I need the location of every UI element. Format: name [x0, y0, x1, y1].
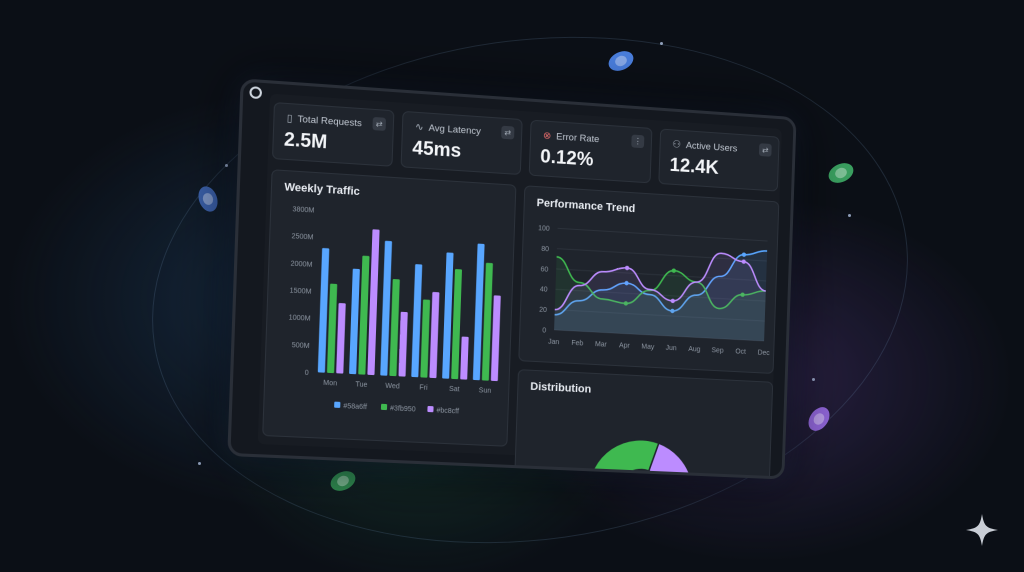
kpi-card-total-requests[interactable]: ▯ Total Requests 2.5M ⇄ [271, 102, 395, 167]
star-dot [812, 378, 815, 381]
y-tick-label: 80 [541, 246, 549, 253]
y-tick-label: 0 [542, 327, 546, 334]
bar [326, 283, 338, 374]
distribution-chart [515, 370, 774, 480]
kpi-card-error-rate[interactable]: ⊗ Error Rate 0.12% ⋮ [528, 119, 653, 184]
sparkle-icon [966, 514, 998, 546]
y-tick-label: 2000M [290, 260, 312, 268]
performance-trend-panel: Performance Trend 100 80 60 40 20 0 Jan Feb Mar A… [518, 185, 780, 374]
y-tick-label: 2500M [291, 233, 313, 241]
x-tick-label: Jun [666, 345, 677, 352]
legend-label: #58a6ff [343, 403, 367, 411]
bar [451, 269, 463, 380]
weekly-traffic-chart: 3800M 2500M 2000M 1500M 1000M 500M 0 Mon Tue Wed F… [289, 206, 501, 415]
x-tick-label: Fri [419, 384, 428, 391]
legend-label: #3fb950 [390, 405, 416, 413]
bar [367, 229, 380, 376]
kpi-value: 12.4K [669, 154, 720, 179]
y-tick-label: 1000M [289, 315, 311, 323]
y-tick-label: 1500M [289, 288, 311, 296]
legend-swatch [380, 403, 388, 411]
x-tick-label: Jan [548, 339, 559, 347]
star-dot [198, 462, 201, 465]
bar [336, 303, 346, 374]
weekly-traffic-panel: Weekly Traffic 3800M 2500M 2000M 1500M 1000M… [262, 169, 517, 447]
y-tick-label: 500M [292, 342, 310, 350]
tablet-device: ▯ Total Requests 2.5M ⇄ ∿ Avg Latency 45ms… [227, 78, 797, 480]
logo-icon [249, 86, 263, 100]
kpi-title: Error Rate [556, 131, 600, 146]
distribution-panel: Distribution [514, 369, 774, 480]
bar [489, 294, 501, 381]
kpi-card-avg-latency[interactable]: ∿ Avg Latency 45ms ⇄ [400, 110, 523, 176]
swap-icon[interactable]: ⇄ [501, 125, 515, 140]
bar [389, 278, 400, 377]
x-tick-label: Tue [355, 381, 367, 389]
bar [317, 247, 330, 373]
users-icon: ⚇ [672, 139, 682, 151]
kpi-value: 0.12% [539, 146, 594, 171]
x-tick-label: Mar [595, 341, 608, 349]
series-area [554, 256, 767, 342]
gridline [558, 228, 768, 241]
kpi-value: 45ms [411, 137, 462, 163]
bar [481, 262, 493, 381]
dashboard-screen: ▯ Total Requests 2.5M ⇄ ∿ Avg Latency 45ms… [257, 93, 782, 480]
file-icon: ▯ [286, 113, 293, 125]
bar [429, 291, 440, 379]
kpi-value: 2.5M [283, 129, 328, 154]
series-area [554, 238, 768, 342]
swap-icon[interactable]: ⇄ [758, 143, 772, 157]
error-circle-icon: ⊗ [542, 130, 552, 143]
x-tick-label: Mon [323, 380, 337, 388]
pulse-icon: ∿ [414, 121, 424, 134]
bar [349, 268, 360, 375]
x-tick-label: Feb [571, 340, 583, 348]
x-tick-label: Dec [758, 350, 771, 357]
x-tick-label: Wed [385, 383, 400, 391]
y-tick-label: 20 [539, 307, 547, 314]
y-tick-label: 40 [540, 286, 548, 293]
pie-slice [588, 437, 659, 480]
series-area [554, 243, 767, 342]
bar [398, 311, 408, 377]
y-tick-label: 0 [305, 370, 309, 377]
legend-swatch [427, 405, 434, 413]
bar [420, 299, 431, 378]
legend-swatch [334, 401, 341, 408]
y-tick-label: 3800M [292, 206, 314, 214]
x-tick-label: Sun [479, 387, 492, 395]
x-tick-label: Sep [711, 347, 723, 354]
bar [411, 264, 423, 378]
more-icon[interactable]: ⋮ [631, 134, 645, 149]
star-dot [848, 214, 851, 217]
star-dot [225, 164, 228, 167]
star-dot [660, 42, 663, 45]
kpi-title: Total Requests [297, 113, 362, 130]
kpi-title: Active Users [685, 140, 738, 155]
x-tick-label: Oct [735, 348, 746, 355]
y-tick-label: 100 [538, 225, 550, 233]
x-tick-label: Apr [619, 342, 631, 349]
swap-icon[interactable]: ⇄ [372, 116, 387, 131]
legend-label: #bc8cff [436, 407, 459, 415]
x-tick-label: Aug [688, 346, 700, 353]
y-tick-label: 60 [540, 266, 548, 273]
kpi-card-active-users[interactable]: ⚇ Active Users 12.4K ⇄ [658, 128, 780, 192]
bar [358, 255, 370, 375]
kpi-title: Avg Latency [428, 122, 482, 138]
x-tick-label: Sat [449, 386, 460, 393]
x-tick-label: May [641, 344, 655, 352]
bar [460, 336, 469, 380]
